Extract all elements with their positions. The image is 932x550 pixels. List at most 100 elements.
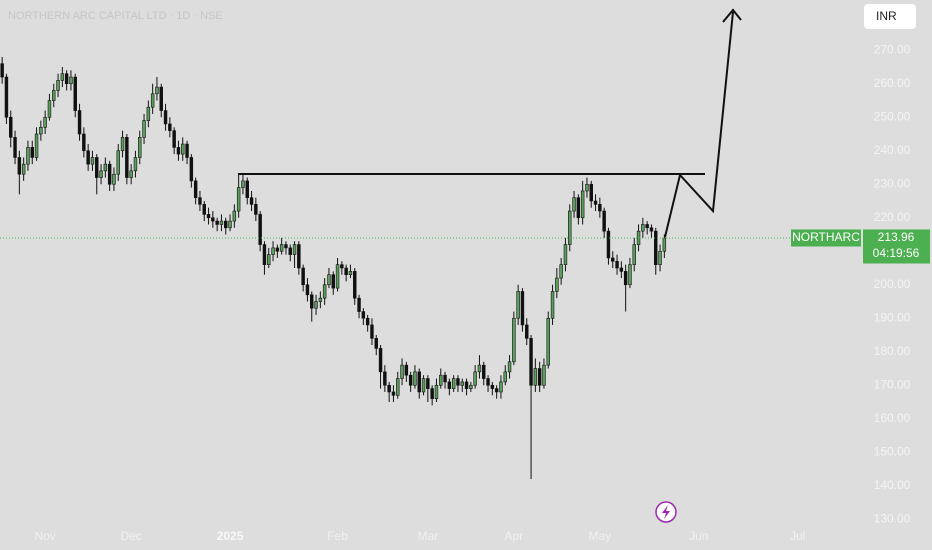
candle-body — [533, 368, 538, 386]
candle-body — [262, 244, 267, 265]
currency[interactable]: INR — [876, 9, 897, 23]
candle-body — [396, 378, 400, 396]
candle-body — [211, 217, 215, 222]
candle-body — [245, 180, 249, 198]
candle-body — [576, 197, 581, 219]
candle-body — [641, 224, 645, 232]
x-tick-label: 2025 — [217, 529, 244, 543]
y-tick-label: 230.00 — [874, 176, 911, 190]
candle-body — [39, 127, 43, 135]
event-icon-bolt — [662, 505, 670, 519]
candle-body — [400, 364, 404, 379]
candle-body — [60, 73, 65, 81]
candle-body — [520, 291, 525, 326]
candle-body — [163, 110, 168, 125]
candle-body — [267, 254, 271, 265]
candle-body — [335, 264, 340, 289]
price-badge — [863, 229, 930, 264]
candle-body — [525, 324, 529, 339]
candle-body — [585, 183, 589, 192]
candle-body — [494, 388, 499, 393]
candle-body — [357, 297, 361, 312]
candle-body — [150, 93, 155, 108]
candle-body — [348, 271, 353, 276]
candle-body — [623, 271, 628, 286]
candle-body — [619, 267, 624, 272]
candle-body — [387, 384, 391, 393]
candle-body — [490, 384, 495, 389]
candle-body — [129, 170, 133, 178]
candle-body — [628, 264, 632, 286]
candle-body — [426, 378, 430, 389]
candle-body — [568, 210, 572, 245]
candle-body — [172, 130, 176, 148]
y-tick-label: 140.00 — [874, 478, 911, 492]
candle-body — [477, 364, 482, 373]
y-tick-label: 150.00 — [874, 444, 911, 458]
candle-body — [516, 291, 520, 319]
arrow-head — [722, 8, 742, 23]
candle-body — [52, 90, 56, 101]
candle-body — [391, 391, 396, 396]
candle-body — [69, 76, 73, 85]
candle-body — [185, 143, 189, 158]
candle-body — [314, 301, 318, 309]
candle-body — [615, 260, 619, 269]
candle-body — [193, 180, 198, 198]
x-tick-label: May — [589, 529, 612, 543]
candle-body — [215, 220, 219, 225]
candle-body — [439, 374, 443, 386]
candle-body — [555, 277, 559, 292]
candle-body — [30, 147, 34, 158]
candle-body — [529, 338, 533, 386]
currency-box[interactable] — [864, 4, 916, 29]
candle-body — [421, 378, 426, 393]
candle-body — [181, 143, 185, 155]
candle-body — [86, 150, 90, 165]
x-tick-label: Jun — [689, 529, 708, 543]
candle-body — [365, 317, 370, 326]
candle-body — [572, 197, 576, 212]
candle-body — [469, 384, 473, 389]
candle-body — [580, 190, 585, 219]
candle-body — [434, 384, 439, 399]
candle-body — [189, 157, 194, 182]
candle-body — [90, 157, 95, 165]
candle-body — [47, 100, 52, 118]
candle-body — [4, 76, 9, 118]
candle-body — [176, 147, 181, 155]
candle-body — [120, 137, 125, 152]
candle-body — [645, 224, 649, 229]
candle-body — [353, 271, 357, 299]
x-tick-label: Nov — [34, 529, 55, 543]
candle-body — [224, 220, 228, 229]
x-tick-label: Mar — [418, 529, 439, 543]
y-tick-label: 200.00 — [874, 277, 911, 291]
y-tick-label: 240.00 — [874, 143, 911, 157]
candle-body — [99, 170, 103, 178]
candle-body — [198, 197, 202, 205]
candle-body — [13, 137, 17, 158]
candle-body — [301, 267, 305, 286]
chart-title: NORTHERN ARC CAPITAL LTD · 1D · NSE — [8, 10, 223, 22]
candle-body — [56, 80, 60, 91]
candle-body — [168, 123, 172, 131]
candle-body — [654, 230, 658, 265]
candle-body — [550, 291, 555, 319]
candle-body — [236, 187, 241, 212]
candle-body — [258, 214, 262, 245]
candle-body — [77, 110, 82, 135]
candle-body — [589, 183, 593, 202]
candle-body — [378, 348, 383, 373]
symbol-badge — [791, 229, 861, 247]
candle-body — [318, 297, 323, 302]
candle-body — [430, 388, 434, 399]
candle-body — [43, 116, 47, 128]
candle-body — [563, 244, 568, 265]
candle-body — [486, 378, 490, 386]
candle-body — [482, 364, 486, 379]
candle-body — [9, 116, 13, 138]
candle-body — [146, 106, 151, 121]
candle-body — [499, 381, 503, 393]
